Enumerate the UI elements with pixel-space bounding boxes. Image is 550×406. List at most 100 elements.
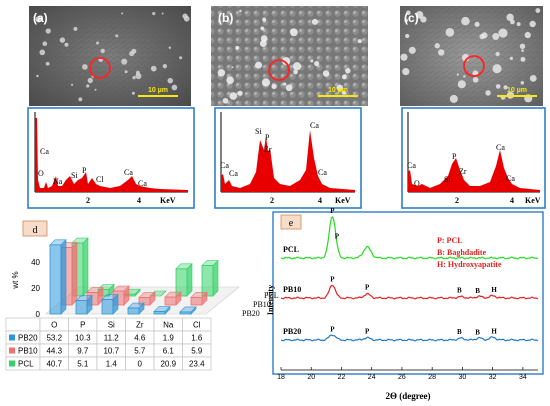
edx-label-c-6: Ca xyxy=(496,143,505,152)
sem-particle xyxy=(121,12,124,15)
panel-e-xtick: 18 xyxy=(277,374,285,381)
peak-label: H xyxy=(491,328,497,336)
edx-peaks-c xyxy=(408,150,540,192)
sem-particle xyxy=(237,90,243,96)
xrd-line-PB20 xyxy=(280,334,539,342)
sem-particle xyxy=(260,26,265,31)
sem-particle xyxy=(357,39,362,44)
series-label-PB20: PB20 xyxy=(283,327,301,336)
sem-particles-b xyxy=(217,9,362,104)
table-cell xyxy=(5,317,41,332)
peak-label: B xyxy=(475,287,480,295)
bar-side-PB20-Zr xyxy=(138,302,145,315)
sem-particle xyxy=(135,73,142,80)
sem-particle xyxy=(509,56,513,60)
edx-label-b-7: Ca xyxy=(318,168,327,177)
sem-particle xyxy=(167,77,174,84)
table-value: 1.6 xyxy=(191,334,203,343)
sem-particle xyxy=(474,21,480,27)
sem-particle xyxy=(485,90,491,96)
table-header: Na xyxy=(163,321,174,330)
sem-particle xyxy=(492,64,502,74)
panel-e-axis: 18 20 22 24 26 28 30 32 34 xyxy=(277,367,538,381)
sem-particle xyxy=(229,92,238,100)
table-value: 1.4 xyxy=(106,360,118,369)
edx-label-c-5: Zr xyxy=(459,167,467,176)
sem-particle xyxy=(457,80,466,89)
sem-particle xyxy=(400,53,408,61)
sem-particle xyxy=(290,28,298,37)
scale-bar-c xyxy=(497,95,537,97)
panel-e-peak-labels: PCL PB10 PB20 P P P P B B H P P B B H xyxy=(283,207,497,337)
panel-e-xlabel: 2Θ (degree) xyxy=(385,391,430,401)
sem-particle xyxy=(161,12,164,15)
edx-tick-b-2: 2 xyxy=(270,196,274,205)
sem-particle xyxy=(521,49,524,53)
bar-side-PB10-Na xyxy=(175,291,182,306)
peak-label: P xyxy=(330,207,335,215)
edx-tick-c-2: 2 xyxy=(455,196,459,205)
table-value: 5.7 xyxy=(134,347,146,356)
sem-particle xyxy=(492,33,500,41)
panel-tag-a: (a) xyxy=(33,11,48,25)
bar-PB20-O xyxy=(49,244,62,315)
sem-particle xyxy=(182,13,188,19)
sem-particles-a xyxy=(35,12,190,102)
bar-side-PB10-O xyxy=(71,241,78,306)
panel-d-ylabel: wt % xyxy=(11,271,20,289)
sem-particle xyxy=(520,56,526,62)
sem-particle xyxy=(239,9,242,13)
panel-d-ytick: 0 xyxy=(36,310,41,319)
edx-unit-b: KeV xyxy=(335,196,351,205)
edx-unit-a: KeV xyxy=(160,196,176,205)
edx-tick-a-2: 2 xyxy=(86,196,90,205)
depth-label-PB20: PB20 xyxy=(242,309,260,318)
xrd-line-PB10 xyxy=(280,284,539,300)
sem-particle xyxy=(341,90,346,95)
panel-e-frame xyxy=(272,211,544,375)
sem-particle xyxy=(135,70,140,75)
sem-particle xyxy=(293,69,298,75)
table-value: 23.4 xyxy=(189,360,205,369)
edx-tick-b-4: 4 xyxy=(318,196,322,205)
scale-bar-a xyxy=(138,95,178,97)
sem-particle xyxy=(310,59,314,63)
table-value: 53.2 xyxy=(46,334,62,343)
sem-particle xyxy=(282,57,291,66)
sem-particle xyxy=(498,28,508,38)
sem-particle xyxy=(481,32,488,39)
edx-label-c-4: P xyxy=(452,152,457,161)
table-header: Cl xyxy=(193,321,201,330)
panel-e-xtick: 30 xyxy=(459,374,467,381)
scale-bar-b xyxy=(318,95,358,97)
peak-label: P xyxy=(365,327,370,335)
edx-label-b-4: P xyxy=(265,133,270,142)
sem-particle xyxy=(259,40,267,48)
table-legend-swatch xyxy=(9,347,15,354)
sem-particle xyxy=(36,74,39,78)
bar-PB20-Cl xyxy=(179,311,192,315)
sem-particle xyxy=(151,67,154,70)
peak-label: B xyxy=(457,287,462,295)
edx-label-b-6: Ca xyxy=(310,121,319,130)
panel-e-lines xyxy=(280,216,539,342)
sem-particle xyxy=(260,35,268,42)
bar-PB10-Na xyxy=(164,296,177,306)
sem-particle xyxy=(405,33,410,39)
sem-particle xyxy=(152,12,156,16)
sem-particle xyxy=(78,97,83,102)
sem-particle xyxy=(226,76,234,84)
sem-particle xyxy=(73,26,78,31)
sem-particle xyxy=(456,73,459,76)
sem-particle xyxy=(495,84,501,89)
panel-e-xtick: 20 xyxy=(307,374,315,381)
peak-label: B xyxy=(475,329,480,337)
panel-e-xtick: 24 xyxy=(368,374,376,381)
sem-image-a: 10 µm (a) xyxy=(29,6,191,106)
table-legend-swatch xyxy=(9,360,15,367)
sem-particle xyxy=(463,75,466,78)
edx-label-b-1: Ca xyxy=(220,161,229,170)
table-value: 9.7 xyxy=(77,347,89,356)
sem-particle xyxy=(271,83,277,90)
